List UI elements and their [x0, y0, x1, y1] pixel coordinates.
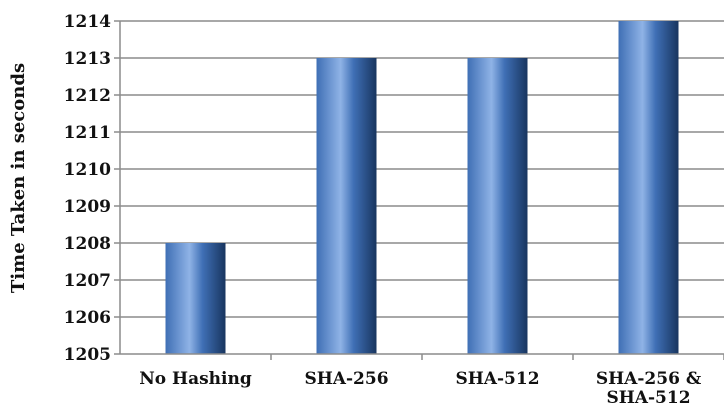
bars	[165, 21, 679, 354]
y-axis-title: Time Taken in seconds	[8, 63, 29, 293]
labels: 1205 1206 1207 1208 1209 1210 1211 1212 1213 1214…	[64, 12, 702, 408]
y-tick-label: 1207	[64, 271, 111, 291]
y-tick-label: 1206	[64, 308, 111, 328]
y-tick-label: 1209	[64, 197, 111, 217]
y-tick-label: 1212	[64, 86, 111, 106]
y-tick-label: 1213	[64, 49, 111, 69]
y-tick-label: 1210	[64, 160, 111, 180]
y-tick-label: 1205	[64, 345, 111, 365]
y-tick-label: 1211	[64, 123, 111, 143]
y-tick-label: 1208	[64, 234, 111, 254]
x-category-label: SHA-512	[455, 369, 539, 389]
axes	[114, 20, 724, 360]
x-category-label: No Hashing	[139, 369, 252, 389]
bar	[618, 21, 679, 354]
y-tick-label: 1214	[64, 12, 111, 32]
bar	[316, 58, 377, 354]
bar	[467, 58, 528, 354]
bar	[165, 243, 226, 354]
x-category-label: SHA-256 & SHA-512	[596, 369, 702, 408]
x-category-label: SHA-256	[304, 369, 388, 389]
